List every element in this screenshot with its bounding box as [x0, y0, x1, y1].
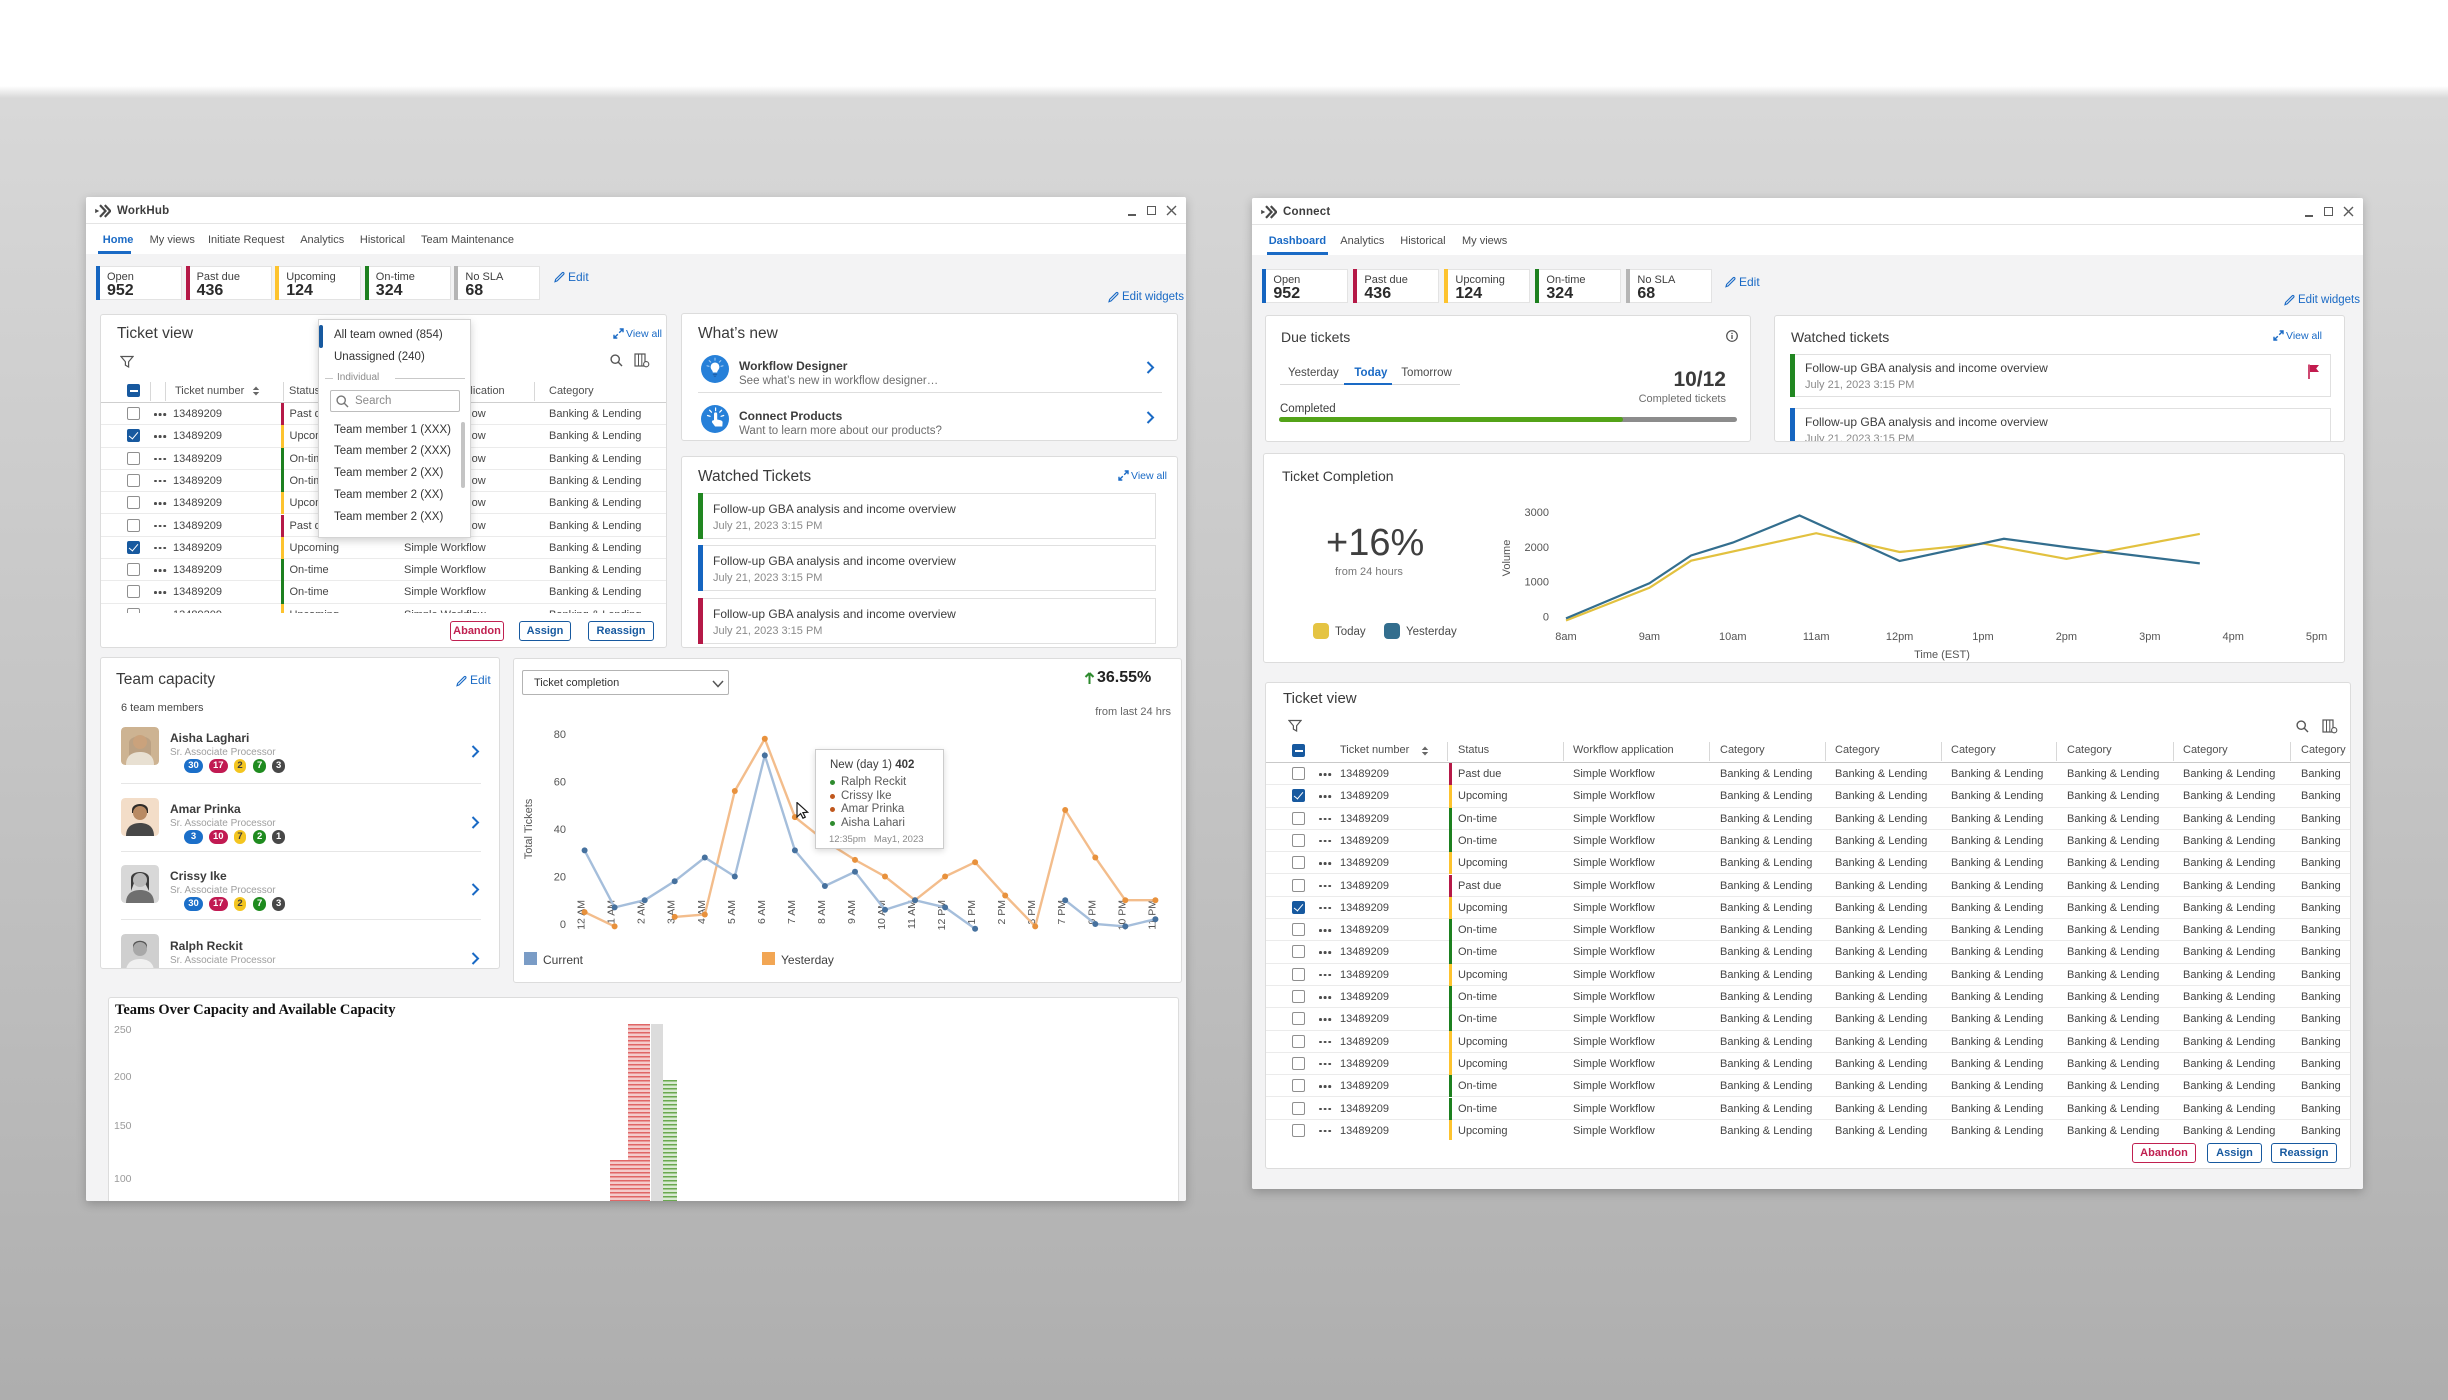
svg-text:2pm: 2pm: [2056, 631, 2077, 643]
svg-text:11 AM: 11 AM: [906, 900, 918, 929]
svg-text:0: 0: [560, 919, 566, 931]
svg-text:2 AM: 2 AM: [636, 900, 648, 924]
svg-text:3 AM: 3 AM: [666, 900, 678, 924]
svg-text:60: 60: [554, 777, 566, 789]
svg-text:6 AM: 6 AM: [756, 900, 768, 924]
svg-text:0: 0: [1543, 611, 1549, 623]
svg-text:3pm: 3pm: [2139, 631, 2160, 643]
svg-text:12 AM: 12 AM: [576, 900, 588, 930]
svg-text:10 PM: 10 PM: [1116, 900, 1128, 930]
svg-text:80: 80: [554, 729, 566, 741]
svg-text:Total Tickets: Total Tickets: [523, 798, 535, 859]
svg-text:40: 40: [554, 824, 566, 836]
svg-text:5 AM: 5 AM: [726, 900, 738, 924]
svg-text:20: 20: [554, 872, 566, 884]
svg-text:1pm: 1pm: [1972, 631, 1993, 643]
svg-text:1 PM: 1 PM: [966, 900, 978, 925]
svg-text:9am: 9am: [1639, 631, 1660, 643]
svg-text:12pm: 12pm: [1886, 631, 1914, 643]
svg-text:7 AM: 7 AM: [786, 900, 798, 924]
svg-text:1000: 1000: [1525, 577, 1549, 589]
svg-text:Time (EST): Time (EST): [1914, 649, 1970, 661]
svg-text:10am: 10am: [1719, 631, 1747, 643]
svg-text:7 PM: 7 PM: [1056, 900, 1068, 925]
svg-text:3000: 3000: [1525, 507, 1549, 519]
svg-text:5pm: 5pm: [2306, 631, 2327, 643]
svg-text:4pm: 4pm: [2222, 631, 2243, 643]
svg-text:8 AM: 8 AM: [816, 900, 828, 924]
svg-text:11 PM: 11 PM: [1146, 900, 1158, 930]
svg-text:2000: 2000: [1525, 542, 1549, 554]
svg-text:2 PM: 2 PM: [996, 900, 1008, 925]
svg-text:4 AM: 4 AM: [696, 900, 708, 924]
svg-text:Volume: Volume: [1501, 540, 1513, 577]
svg-text:3 PM: 3 PM: [1026, 900, 1038, 925]
svg-text:11am: 11am: [1803, 631, 1830, 643]
svg-text:8am: 8am: [1555, 631, 1576, 643]
svg-text:9 AM: 9 AM: [846, 900, 858, 924]
